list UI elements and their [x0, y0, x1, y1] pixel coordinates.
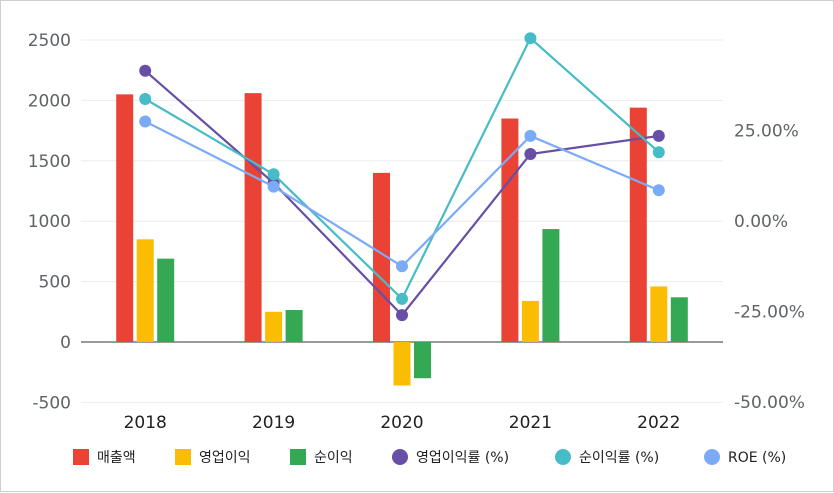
line-point-2	[139, 93, 152, 106]
legend-label-4: 영업이익률 (%)	[416, 450, 509, 466]
line-point-2	[524, 32, 537, 45]
left-axis-tick-label: -500	[32, 393, 71, 413]
left-axis-tick-label: 2000	[28, 91, 71, 111]
x-axis-tick-label: 2021	[509, 413, 552, 433]
line-point-3	[524, 129, 537, 142]
line-series-1	[144, 69, 659, 317]
legend-label-3: 순이익	[314, 450, 353, 466]
bar-2	[393, 342, 411, 386]
line-point-3	[267, 180, 280, 193]
bar-3	[542, 229, 560, 342]
legend-label-5: 순이익률 (%)	[579, 450, 659, 466]
line-point-1	[524, 148, 537, 161]
legend-swatch-6	[704, 449, 720, 465]
line-point-1	[652, 129, 665, 142]
left-axis-tick-label: 2500	[28, 31, 71, 51]
line-point-1	[139, 64, 152, 77]
bar-2	[521, 300, 539, 342]
legend-swatch-3	[290, 449, 306, 465]
legend-label-6: ROE (%)	[728, 450, 786, 466]
left-axis-tick-label: 0	[60, 333, 71, 353]
bar-1	[629, 107, 647, 342]
line-point-2	[652, 146, 665, 159]
x-axis-tick-label: 2022	[637, 413, 680, 433]
legend-label-2: 영업이익	[199, 450, 251, 466]
line-point-1	[396, 309, 408, 322]
x-axis-tick-label: 2019	[252, 413, 295, 433]
right-axis-tick-label: 25.00%	[734, 122, 799, 142]
bar-1	[116, 94, 134, 342]
x-axis-tick-label: 2018	[124, 413, 167, 433]
right-axis-tick-label: 0.00%	[734, 212, 788, 232]
bar-2	[650, 286, 668, 342]
bar-3	[414, 342, 431, 379]
bar-3	[670, 297, 688, 342]
legend-swatch-4	[392, 449, 408, 465]
bar-2	[265, 311, 283, 342]
line-point-2	[267, 168, 280, 181]
legend-swatch-1	[73, 449, 89, 465]
bar-3	[157, 258, 175, 342]
x-axis-tick-label: 2020	[380, 413, 423, 433]
left-axis-tick-label: 1000	[28, 212, 71, 232]
right-axis-tick-label: -50.00%	[734, 393, 805, 413]
left-axis-tick-label: 1500	[28, 152, 71, 172]
bar-2	[136, 239, 154, 342]
bar-3	[285, 309, 303, 342]
line-point-3	[396, 260, 408, 273]
right-axis-tick-label: -25.00%	[734, 303, 805, 323]
line-series-2	[144, 36, 660, 301]
line-point-3	[139, 115, 152, 128]
legend-label-1: 매출액	[97, 450, 136, 466]
legend-swatch-2	[175, 449, 191, 465]
bar-1	[244, 93, 262, 342]
line-point-2	[396, 292, 408, 305]
legend-swatch-5	[555, 449, 571, 465]
line-point-3	[652, 184, 665, 197]
left-axis-tick-label: 500	[39, 273, 71, 293]
